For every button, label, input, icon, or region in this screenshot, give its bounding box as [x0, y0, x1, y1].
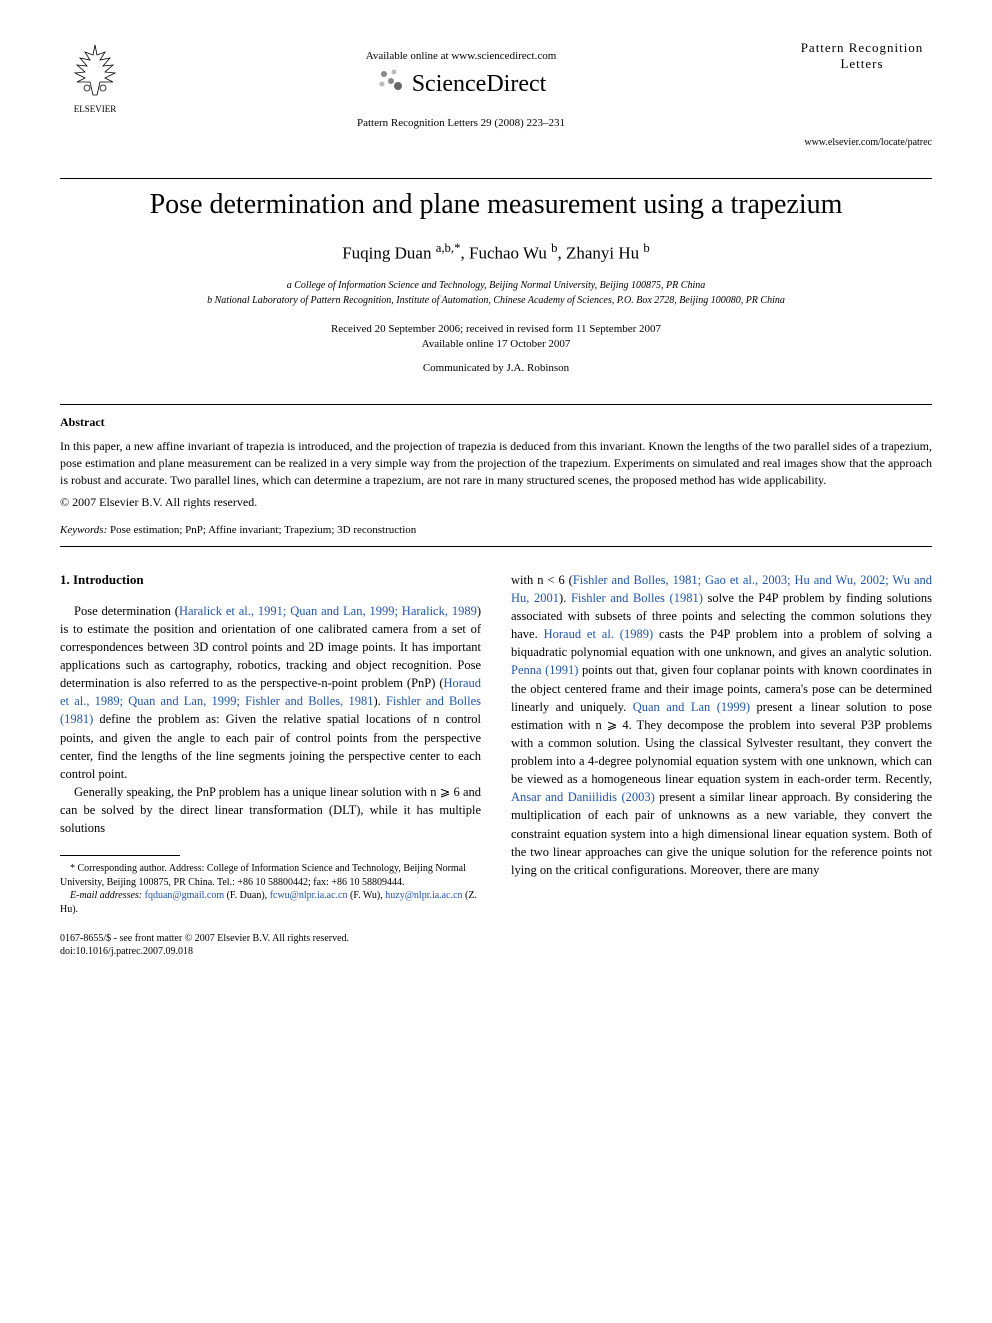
elsevier-logo: ELSEVIER [60, 40, 130, 114]
bottom-info: 0167-8655/$ - see front matter © 2007 El… [60, 932, 481, 958]
keywords: Keywords: Pose estimation; PnP; Affine i… [60, 524, 932, 536]
citation-link[interactable]: Ansar and Daniilidis (2003) [511, 790, 655, 804]
page-header: ELSEVIER Available online at www.science… [60, 40, 932, 129]
available-online-text: Available online at www.sciencedirect.co… [130, 50, 792, 62]
paper-title: Pose determination and plane measurement… [60, 189, 932, 221]
journal-reference: Pattern Recognition Letters 29 (2008) 22… [130, 117, 792, 129]
section-1-heading: 1. Introduction [60, 571, 481, 590]
citation-link[interactable]: Horaud et al. (1989) [544, 627, 654, 641]
center-header: Available online at www.sciencedirect.co… [130, 40, 792, 129]
citation-link[interactable]: Quan and Lan (1999) [633, 700, 750, 714]
intro-para-continued: with n < 6 (Fishler and Bolles, 1981; Ga… [511, 571, 932, 879]
journal-url[interactable]: www.elsevier.com/locate/patrec [60, 137, 932, 148]
available-online-date: Available online 17 October 2007 [60, 337, 932, 352]
authors: Fuqing Duan a,b,*, Fuchao Wu b, Zhanyi H… [60, 241, 932, 264]
publication-dates: Received 20 September 2006; received in … [60, 322, 932, 353]
journal-logo: Pattern Recognition Letters [792, 40, 932, 71]
abstract-body: In this paper, a new affine invariant of… [60, 438, 932, 488]
received-date: Received 20 September 2006; received in … [60, 322, 932, 337]
email-link[interactable]: huzy@nlpr.ia.ac.cn [385, 890, 462, 901]
sciencedirect-text: ScienceDirect [412, 71, 547, 98]
citation-link[interactable]: Fishler and Bolles (1981) [571, 591, 703, 605]
divider [60, 546, 932, 547]
footnote-block: * Corresponding author. Address: College… [60, 862, 481, 916]
divider [60, 178, 932, 179]
body-columns: 1. Introduction Pose determination (Hara… [60, 571, 932, 958]
citation-link[interactable]: Penna (1991) [511, 663, 578, 677]
sciencedirect-icon [376, 66, 406, 103]
keywords-label: Keywords: [60, 524, 107, 536]
intro-para-1: Pose determination (Haralick et al., 199… [60, 602, 481, 783]
doi-line: doi:10.1016/j.patrec.2007.09.018 [60, 945, 481, 958]
citation-link[interactable]: Haralick et al., 1991; Quan and Lan, 199… [179, 604, 477, 618]
email-addresses: E-mail addresses: fqduan@gmail.com (F. D… [60, 889, 481, 916]
email-link[interactable]: fqduan@gmail.com [145, 890, 224, 901]
email-link[interactable]: fcwu@nlpr.ia.ac.cn [270, 890, 348, 901]
keywords-list: Pose estimation; PnP; Affine invariant; … [107, 524, 416, 536]
journal-name-line1: Pattern Recognition [792, 40, 932, 56]
footnote-divider [60, 855, 180, 856]
right-column: with n < 6 (Fishler and Bolles, 1981; Ga… [511, 571, 932, 958]
abstract-copyright: © 2007 Elsevier B.V. All rights reserved… [60, 495, 932, 510]
divider [60, 404, 932, 405]
intro-para-2: Generally speaking, the PnP problem has … [60, 783, 481, 837]
elsevier-tree-icon [65, 40, 125, 100]
journal-name-line2: Letters [792, 56, 932, 72]
affiliations: a College of Information Science and Tec… [60, 278, 932, 308]
sciencedirect-logo: ScienceDirect [376, 66, 547, 103]
elsevier-label: ELSEVIER [60, 104, 130, 114]
affiliation-b: b National Laboratory of Pattern Recogni… [60, 293, 932, 308]
issn-line: 0167-8655/$ - see front matter © 2007 El… [60, 932, 481, 945]
left-column: 1. Introduction Pose determination (Hara… [60, 571, 481, 958]
affiliation-a: a College of Information Science and Tec… [60, 278, 932, 293]
communicated-by: Communicated by J.A. Robinson [60, 362, 932, 374]
abstract-heading: Abstract [60, 415, 932, 430]
corresponding-author: * Corresponding author. Address: College… [60, 862, 481, 889]
